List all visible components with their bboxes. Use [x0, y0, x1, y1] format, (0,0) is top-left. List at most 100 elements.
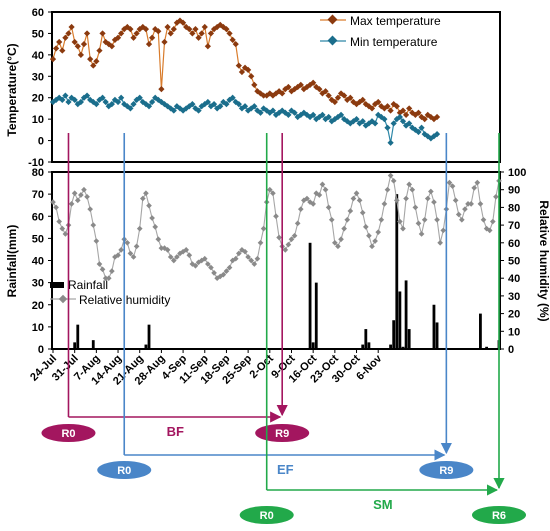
- humidity-point: [452, 197, 459, 204]
- rainfall-tick-label: 0: [38, 344, 44, 356]
- max-temperature-point: [251, 81, 258, 88]
- rainfall-tick-label: 40: [32, 256, 44, 268]
- temperature-tick-label: 30: [32, 71, 44, 83]
- humidity-point: [366, 232, 372, 239]
- rainfall-bar: [407, 329, 411, 349]
- min-temperature-point: [77, 98, 84, 106]
- max-temperature-point: [90, 62, 97, 69]
- humidity-point: [205, 261, 211, 267]
- humidity-point: [124, 239, 131, 246]
- rainfall-tick-label: 30: [32, 278, 44, 290]
- humidity-point: [362, 224, 369, 230]
- humidity-point: [223, 268, 230, 274]
- max-temperature-point: [93, 58, 100, 65]
- humidity-point: [372, 238, 378, 244]
- humidity-point: [403, 195, 409, 202]
- rainfall-bar: [389, 344, 392, 349]
- stage-start-pill: [41, 424, 96, 442]
- humidity-point: [78, 192, 84, 198]
- humidity-point: [390, 178, 397, 184]
- min-temperature-point: [118, 94, 125, 101]
- temperature-plot-frame: [51, 11, 501, 163]
- min-temperature-point: [102, 98, 109, 106]
- humidity-tick-label: 30: [508, 291, 520, 303]
- humidity-point: [325, 204, 332, 211]
- rainfall-bar: [314, 282, 318, 349]
- humidity-point: [440, 227, 447, 234]
- min-temperature-point: [114, 98, 122, 106]
- max-temperature-point: [77, 51, 84, 58]
- stage-end-label: R6: [492, 510, 506, 522]
- rainfall-bar: [76, 324, 80, 349]
- humidity-point: [369, 243, 375, 250]
- max-temperature-point: [207, 30, 215, 37]
- max-temperature-point: [204, 43, 211, 50]
- humidity-point: [139, 195, 146, 202]
- humidity-point: [335, 243, 341, 250]
- humidity-point: [415, 220, 422, 227]
- min-temperature-point: [127, 105, 134, 112]
- max-temperature-point: [52, 45, 60, 52]
- humidity-tick-label: 80: [508, 202, 520, 214]
- temperature-tick-label: 0: [38, 136, 44, 148]
- humidity-point: [316, 192, 323, 198]
- rainfall-bar: [311, 342, 315, 349]
- stage-sm: SM R0 R6: [239, 133, 526, 524]
- humidity-point: [56, 218, 63, 225]
- rainfall-legend-marker: [50, 282, 64, 288]
- humidity-tick-label: 40: [508, 273, 520, 285]
- rainfall-bar: [73, 342, 77, 349]
- humidity-point: [99, 266, 106, 273]
- rainfall-bar: [308, 242, 312, 349]
- max-temperature-point: [186, 26, 193, 33]
- humidity-point: [468, 201, 474, 207]
- humidity-point: [133, 243, 140, 250]
- humidity-point: [232, 255, 239, 262]
- rainfall-bar: [147, 324, 151, 349]
- humidity-point: [251, 261, 258, 267]
- max-temperature-point: [248, 73, 255, 80]
- humidity-point: [53, 204, 59, 211]
- min-temperature-point: [210, 101, 218, 108]
- rainfall-tick-label: 70: [32, 189, 44, 201]
- max-temp-legend-marker: [327, 14, 338, 25]
- humidity-point: [257, 239, 264, 246]
- rainfall-tick-label: 60: [32, 211, 44, 223]
- humidity-point: [71, 190, 78, 197]
- min-temperature-point: [235, 101, 242, 108]
- rainfall-bar: [144, 344, 148, 349]
- humidity-point: [384, 186, 391, 193]
- max-temperature-point: [118, 30, 125, 37]
- humidity-point: [431, 199, 437, 205]
- temperature-tick-label: 50: [32, 28, 44, 40]
- humidity-point: [474, 179, 481, 186]
- humidity-point: [406, 181, 413, 188]
- humidity-point: [397, 218, 403, 225]
- humidity-point: [465, 201, 471, 207]
- min-temperature-point: [204, 98, 211, 106]
- humidity-point: [480, 216, 487, 223]
- stage-end-pill: [255, 424, 310, 442]
- max-temperature-point: [195, 34, 202, 41]
- humidity-point: [102, 275, 109, 282]
- max-temperature-point: [223, 26, 230, 33]
- humidity-point: [109, 268, 115, 274]
- humidity-point: [192, 262, 199, 269]
- rainfall-bar: [401, 346, 405, 349]
- max-temperature-point: [158, 86, 165, 93]
- humidity-point: [220, 271, 227, 278]
- max-temperature-point: [161, 38, 168, 46]
- humidity-point: [291, 232, 298, 239]
- humidity-point: [489, 218, 496, 225]
- humidity-point: [146, 202, 152, 209]
- humidity-point: [294, 220, 301, 227]
- max-temperature-point: [145, 41, 153, 48]
- humidity-point: [81, 186, 87, 193]
- humidity-tick-label: 50: [508, 256, 520, 268]
- humidity-tick-label: 0: [508, 344, 514, 356]
- humidity-point: [87, 206, 93, 212]
- max-temperature-point: [49, 56, 57, 63]
- humidity-point: [462, 206, 468, 212]
- rainfall-bar: [404, 280, 408, 349]
